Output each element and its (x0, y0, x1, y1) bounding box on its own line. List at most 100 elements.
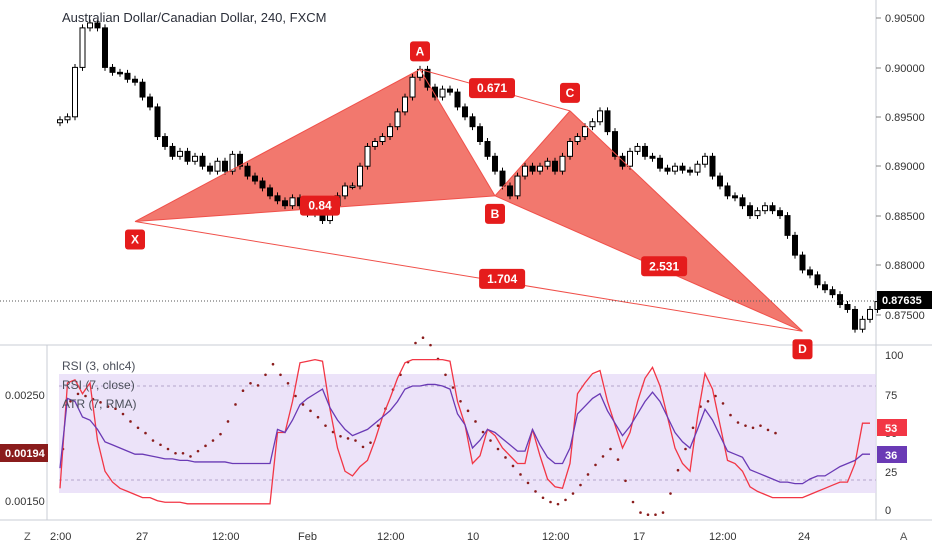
atr-dot (571, 492, 575, 495)
candle-down (109, 66, 116, 73)
price-axis[interactable]: 0.90500 0.90000 0.89500 0.89000 0.88500 … (876, 13, 925, 322)
candle-up (597, 110, 603, 123)
rsi7-value: 36 (885, 450, 897, 462)
candle-up (387, 126, 393, 138)
atr-series (61, 336, 777, 517)
candle-up (559, 155, 566, 172)
atr-dot (279, 373, 282, 377)
atr-dot (601, 455, 605, 458)
candle-up (537, 165, 543, 172)
atr-dot (114, 407, 117, 411)
atr-dot (759, 424, 762, 427)
atr-dot (496, 447, 500, 451)
candle-down (222, 160, 228, 172)
zoom-reset-button[interactable]: Z (24, 531, 31, 543)
candle-down (432, 86, 438, 98)
ratio-xab-bg (300, 195, 340, 216)
time-label: 10 (467, 531, 479, 543)
atr-dot (594, 463, 597, 467)
atr-dot (556, 502, 560, 506)
atr-dot (684, 447, 687, 451)
candle-up (379, 136, 386, 142)
candle-up (867, 308, 873, 320)
candlestick-series (57, 19, 881, 333)
atr-dot (511, 464, 515, 468)
ratio-xab: 0.84 (308, 199, 332, 213)
candle-up (342, 185, 348, 197)
atr-dot (751, 426, 755, 430)
candle-up (79, 27, 86, 68)
atr-dot (541, 496, 545, 500)
legend-atr[interactable]: ATR (7, RMA) (62, 397, 136, 411)
candle-up (694, 163, 701, 173)
auto-scale-button[interactable]: A (900, 531, 908, 543)
time-axis[interactable]: 2:00 27 12:00 Feb 12:00 10 12:00 17 12:0… (50, 531, 810, 543)
candle-up (64, 116, 71, 121)
candle-down (492, 155, 498, 172)
candle-down (769, 205, 776, 212)
pattern-labels: X A B C D 0.84 0.671 2.531 1.704 (125, 41, 813, 360)
candle-up (364, 145, 371, 167)
atr-dot (339, 434, 342, 438)
rsi3-value: 53 (885, 423, 897, 435)
candle-down (792, 234, 798, 256)
candle-down (447, 88, 453, 93)
rsi-axis[interactable]: 100 75 50 25 0 (885, 350, 903, 517)
legend-rsi3[interactable]: RSI (3, ohlc4) (62, 359, 135, 373)
atr-dot (174, 451, 177, 455)
candle-down (724, 185, 731, 197)
candle-down (244, 165, 251, 177)
atr-dot (271, 362, 275, 366)
pattern-line-cd (569, 110, 803, 332)
harmonic-pattern[interactable] (135, 69, 803, 332)
candle-down (499, 170, 506, 187)
atr-axis[interactable]: 0.00250 0.00150 (5, 390, 45, 508)
atr-dot (624, 479, 627, 483)
legend-rsi7[interactable]: RSI (7, close) (62, 378, 135, 392)
atr-dot (421, 336, 425, 340)
atr-dot (451, 386, 455, 389)
candle-down (154, 106, 161, 138)
candle-down (102, 27, 108, 68)
candle-up (627, 150, 633, 167)
atr-dot (99, 401, 102, 404)
atr-dot (631, 500, 635, 504)
pattern-line-xd (134, 221, 803, 332)
atr-dot (519, 473, 522, 476)
ratio-abc-bg (469, 78, 515, 99)
atr-dot (616, 458, 620, 461)
candle-up (762, 205, 768, 212)
atr-dot (459, 400, 462, 403)
candle-down (507, 185, 513, 197)
candle-up (702, 155, 708, 165)
rsi7-value-badge (877, 446, 907, 463)
time-label: 27 (136, 531, 148, 543)
atr-tick: 0.00150 (5, 496, 45, 508)
pattern-bcd-triangle (495, 110, 803, 332)
candle-down (807, 269, 813, 276)
candle-up (514, 175, 521, 197)
rsi3-value-badge (877, 419, 907, 436)
candle-up (177, 150, 183, 157)
atr-dot (504, 456, 507, 459)
pattern-point-c: C (566, 86, 575, 100)
pattern-line-xa (134, 68, 421, 222)
candle-down (267, 187, 273, 197)
time-label: 2:00 (50, 531, 71, 543)
ratio-bcd: 2.531 (649, 259, 679, 273)
pattern-point-x: X (131, 233, 139, 247)
candle-down (484, 141, 491, 157)
candle-up (87, 22, 93, 29)
pattern-point-a: A (416, 44, 425, 58)
candle-up (409, 76, 416, 98)
candle-down (604, 110, 611, 133)
atr-dot (429, 343, 432, 347)
atr-dot (354, 439, 357, 442)
candle-down (852, 308, 858, 330)
candle-down (784, 215, 791, 236)
atr-dot (106, 405, 110, 408)
candle-down (469, 116, 476, 128)
atr-dot (84, 394, 87, 398)
